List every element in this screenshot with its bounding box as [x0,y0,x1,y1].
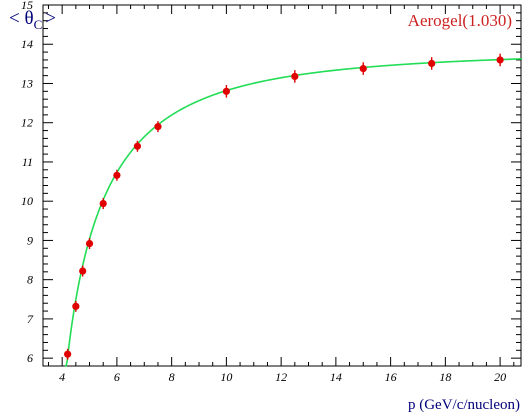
x-tick-label: 14 [330,370,342,384]
data-point [72,302,80,310]
y-tick-label: 10 [21,194,33,208]
y-axis-label: < θC > [9,8,56,32]
x-tick-label: 10 [220,370,232,384]
data-point [99,199,107,208]
x-tick-label: 18 [439,370,451,384]
tick-labels: 4 6 8 10 12 14 16 18 20 6 7 8 9 10 11 12 13 14 15 [21,0,506,384]
x-tick-label: 16 [385,370,397,384]
y-axis-label-close: > [45,8,56,29]
axis-ticks [43,4,521,367]
x-tick-label: 20 [494,370,506,384]
data-point [359,64,367,73]
plot-border [42,4,522,367]
x-tick-label: 8 [169,370,175,384]
annotation-label: Aerogel(1.030) [408,11,512,30]
fit-curve-layer [64,58,522,367]
plot-frame [42,4,522,367]
y-tick-label: 12 [21,116,33,130]
data-point [79,267,87,275]
data-point [428,59,436,68]
y-tick-label: 6 [27,351,33,365]
data-point [154,123,162,131]
data-point [64,350,72,358]
y-tick-label: 15 [21,0,33,12]
x-tick-label: 6 [114,370,120,384]
x-axis-label: p (GeV/c/nucleon) [408,397,520,413]
y-tick-label: 7 [27,312,34,326]
data-point [133,142,142,150]
data-points [64,53,504,360]
y-tick-label: 11 [22,155,33,169]
y-tick-label: 14 [21,37,33,51]
y-tick-label: 8 [27,273,33,287]
data-point [85,239,94,248]
y-axis-label-main: < θ [9,8,34,29]
x-tick-label: 4 [59,370,65,384]
data-point [113,171,121,179]
y-axis-label-subscript: C [34,17,43,32]
data-point [222,87,230,95]
x-tick-label: 12 [275,370,287,384]
data-point [496,56,504,64]
fit-curve [64,58,522,367]
data-point [291,72,299,81]
y-tick-label: 13 [21,76,33,90]
y-tick-label: 9 [27,233,33,247]
